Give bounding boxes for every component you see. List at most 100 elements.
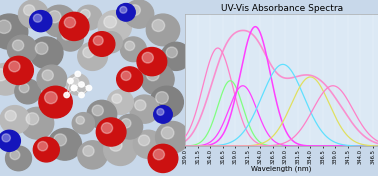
Circle shape (19, 83, 29, 93)
Circle shape (0, 14, 28, 49)
Circle shape (68, 78, 73, 84)
Circle shape (166, 47, 177, 58)
Circle shape (70, 77, 79, 86)
Circle shape (35, 42, 48, 54)
Circle shape (23, 5, 35, 15)
Circle shape (78, 141, 107, 169)
Circle shape (146, 69, 159, 81)
Circle shape (154, 106, 172, 123)
Circle shape (75, 71, 81, 77)
Circle shape (76, 5, 102, 30)
Circle shape (87, 100, 117, 128)
Circle shape (120, 37, 146, 62)
Circle shape (148, 144, 178, 172)
Circle shape (79, 92, 84, 98)
Circle shape (8, 35, 37, 63)
Circle shape (64, 17, 76, 28)
Circle shape (100, 32, 122, 53)
Circle shape (10, 150, 20, 160)
Circle shape (0, 63, 22, 95)
Circle shape (6, 146, 31, 171)
Circle shape (38, 142, 48, 151)
Circle shape (72, 113, 94, 134)
Circle shape (96, 118, 126, 146)
Circle shape (26, 113, 39, 125)
Circle shape (121, 71, 131, 80)
Circle shape (142, 52, 153, 63)
Circle shape (104, 16, 116, 28)
Circle shape (120, 7, 127, 13)
Circle shape (48, 128, 82, 160)
Circle shape (0, 69, 7, 81)
Circle shape (93, 36, 103, 45)
Circle shape (57, 26, 83, 51)
Circle shape (64, 92, 70, 98)
Title: UV-Vis Absorbance Spectra: UV-Vis Absorbance Spectra (220, 4, 343, 13)
Circle shape (98, 11, 132, 42)
Circle shape (161, 127, 174, 139)
Circle shape (71, 85, 77, 91)
Circle shape (48, 11, 61, 23)
Circle shape (9, 61, 20, 72)
Circle shape (89, 32, 115, 56)
Circle shape (107, 90, 133, 114)
Circle shape (20, 107, 54, 139)
Circle shape (150, 86, 183, 118)
Circle shape (29, 11, 52, 32)
Circle shape (124, 0, 154, 28)
Circle shape (146, 14, 180, 46)
Circle shape (45, 92, 57, 104)
Circle shape (0, 20, 11, 33)
X-axis label: Wavelength (nm): Wavelength (nm) (251, 165, 312, 172)
Circle shape (43, 5, 76, 37)
Circle shape (152, 20, 165, 32)
Circle shape (62, 31, 72, 40)
Circle shape (78, 42, 107, 70)
Circle shape (33, 14, 42, 22)
Circle shape (156, 121, 189, 153)
Circle shape (117, 114, 143, 139)
Circle shape (76, 116, 84, 124)
Circle shape (54, 134, 67, 146)
Circle shape (59, 12, 89, 40)
Circle shape (153, 149, 164, 160)
Circle shape (157, 109, 164, 115)
Circle shape (92, 105, 103, 116)
Circle shape (29, 37, 63, 69)
Circle shape (104, 134, 137, 165)
Circle shape (33, 137, 59, 162)
Circle shape (117, 4, 135, 21)
Circle shape (5, 110, 16, 121)
Circle shape (135, 100, 146, 111)
Circle shape (125, 41, 135, 51)
Circle shape (141, 63, 174, 95)
Circle shape (67, 74, 89, 95)
Circle shape (71, 85, 77, 91)
Circle shape (121, 119, 131, 128)
Circle shape (101, 123, 113, 133)
Circle shape (86, 85, 92, 91)
Circle shape (83, 146, 94, 156)
Circle shape (79, 82, 84, 87)
Circle shape (137, 48, 167, 76)
Circle shape (0, 130, 20, 151)
Circle shape (4, 56, 33, 84)
Circle shape (39, 86, 72, 118)
Circle shape (42, 70, 53, 81)
Circle shape (156, 92, 168, 104)
Circle shape (117, 67, 143, 92)
Circle shape (2, 134, 10, 142)
Circle shape (138, 135, 150, 146)
Circle shape (109, 139, 122, 151)
Circle shape (112, 94, 122, 103)
Circle shape (19, 0, 48, 28)
Circle shape (12, 40, 24, 51)
Circle shape (133, 130, 163, 158)
Circle shape (0, 106, 29, 134)
Circle shape (81, 10, 90, 19)
Circle shape (129, 5, 140, 15)
Circle shape (130, 95, 159, 123)
Circle shape (37, 65, 67, 93)
Circle shape (83, 47, 94, 58)
Circle shape (161, 42, 191, 70)
